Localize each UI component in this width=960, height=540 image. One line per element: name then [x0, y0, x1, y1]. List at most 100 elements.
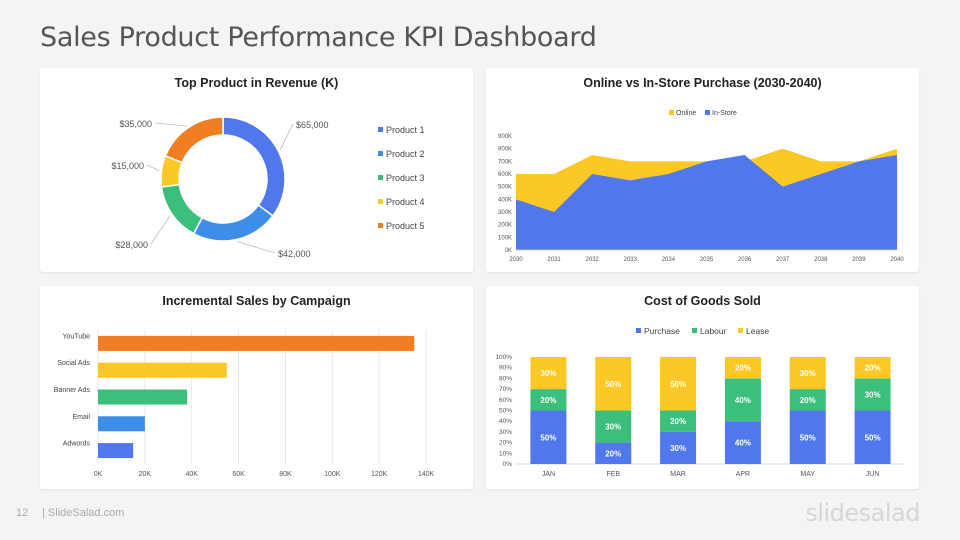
x-tick-label: 2040: [890, 257, 904, 263]
x-tick-label: 120K: [371, 471, 388, 478]
donut-chart-title: Top Product in Revenue (K): [174, 76, 339, 90]
x-tick-label: 140K: [418, 471, 435, 478]
y-tick-label: 100K: [498, 235, 512, 241]
legend-swatch: [378, 199, 383, 204]
legend-swatch: [692, 328, 697, 333]
legend-label: Purchase: [644, 326, 680, 336]
x-tick-label: 2036: [738, 257, 752, 263]
x-tick-label: 2034: [662, 257, 676, 263]
y-tick-label: 300K: [498, 210, 512, 216]
legend-label: Online: [676, 110, 696, 117]
legend-label: Product 5: [386, 221, 425, 231]
donut-slice: [164, 116, 224, 164]
segment-data-label: 20%: [735, 364, 751, 373]
stacked-bar-segment: [530, 357, 567, 390]
donut-data-label: $28,000: [115, 240, 148, 250]
donut-data-label: $42,000: [278, 249, 311, 259]
legend-swatch: [738, 328, 743, 333]
donut-data-label: $35,000: [119, 119, 152, 129]
legend-swatch: [378, 223, 383, 228]
y-tick-label: 80%: [499, 375, 512, 382]
donut-slice: [160, 183, 204, 235]
x-tick-label: 2030: [509, 257, 523, 263]
page-number: 12: [16, 507, 29, 519]
y-tick-label: 0K: [505, 248, 512, 254]
legend-swatch: [378, 175, 383, 180]
segment-data-label: 50%: [800, 433, 816, 442]
legend-swatch: [705, 110, 710, 115]
legend-label: Lease: [746, 326, 769, 336]
donut-chart: $65,000 Product 1 $42,000 Product 2 $28,000 P…: [111, 116, 425, 259]
x-tick-label: 20K: [139, 471, 152, 478]
hbar-chart: 0K 20K 40K 60K 80K 100K 120K 140K YouTube Social …: [54, 330, 435, 478]
segment-data-label: 30%: [540, 369, 556, 378]
y-tick-label: 60%: [499, 397, 512, 404]
legend-label: Labour: [700, 326, 727, 336]
category-label: Email: [72, 414, 90, 421]
segment-data-label: 20%: [670, 417, 686, 426]
legend-swatch: [378, 127, 383, 132]
x-tick-label: 2037: [776, 257, 790, 263]
x-tick-label: MAR: [670, 471, 686, 478]
donut-slice: [192, 204, 274, 242]
y-tick-label: 900K: [498, 134, 512, 140]
stacked-chart-title: Cost of Goods Sold: [644, 294, 761, 308]
incremental-sales-card: Incremental Sales by Campaign 0K 20K 40K 60…: [40, 286, 473, 489]
online-instore-card: Online vs In-Store Purchase (2030-2040) …: [486, 68, 919, 272]
top-product-card: Top Product in Revenue (K) $65,000 Produc…: [40, 68, 473, 272]
area-series-instore: [516, 155, 897, 250]
legend-label: Product 4: [386, 197, 425, 207]
y-tick-label: 70%: [499, 386, 512, 393]
segment-data-label: 30%: [800, 369, 816, 378]
x-tick-label: 2033: [624, 257, 638, 263]
legend-label: In-Store: [712, 110, 737, 117]
stacked-bar-segment: [660, 431, 697, 464]
segment-data-label: 40%: [735, 396, 751, 405]
y-tick-label: 200K: [498, 223, 512, 229]
donut-slice: [222, 116, 286, 217]
y-tick-label: 0%: [503, 461, 513, 468]
y-tick-label: 800K: [498, 147, 512, 153]
x-tick-label: JUN: [866, 471, 880, 478]
hbar: [98, 335, 415, 351]
area-chart: 0K 100K 200K 300K 400K 500K 600K 700K 800K 900K 20…: [498, 110, 904, 263]
category-label: Adwords: [63, 441, 91, 448]
stacked-bar-segment: [724, 357, 761, 379]
y-tick-label: 30%: [499, 429, 512, 436]
donut-leader-line: [279, 123, 294, 151]
y-tick-label: 20%: [499, 440, 512, 447]
stacked-bar-chart: 0% 10% 20% 30% 40% 50% 60% 70% 80% 90% 100% 50% 20% 3…: [495, 326, 905, 478]
stacked-bar-segment: [530, 389, 567, 411]
stacked-bar-segment: [595, 442, 632, 464]
stacked-bar-segment: [724, 378, 761, 422]
y-tick-label: 400K: [498, 197, 512, 203]
donut-leader-line: [236, 241, 276, 254]
y-tick-label: 100%: [495, 354, 512, 361]
stacked-bar-segment: [789, 389, 826, 411]
hbar-chart-title: Incremental Sales by Campaign: [162, 294, 351, 308]
y-tick-label: 50%: [499, 408, 512, 415]
hbar: [98, 362, 227, 378]
segment-data-label: 30%: [670, 444, 686, 453]
y-tick-label: 700K: [498, 159, 512, 165]
y-tick-label: 90%: [499, 365, 512, 372]
stacked-bar-segment: [595, 357, 632, 411]
x-tick-label: 100K: [324, 471, 341, 478]
x-tick-label: JAN: [542, 471, 555, 478]
segment-data-label: 30%: [605, 423, 621, 432]
segment-data-label: 20%: [540, 396, 556, 405]
x-tick-label: MAY: [800, 471, 815, 478]
stacked-bar-segment: [854, 357, 891, 379]
y-tick-label: 600K: [498, 172, 512, 178]
x-tick-label: 2038: [814, 257, 828, 263]
stacked-bar-segment: [854, 410, 891, 464]
stacked-bar-segment: [660, 357, 697, 411]
legend-label: Product 2: [386, 149, 425, 159]
y-tick-label: 10%: [499, 450, 512, 457]
y-tick-label: 40%: [499, 418, 512, 425]
donut-data-label: $15,000: [111, 161, 144, 171]
x-tick-label: 2032: [586, 257, 600, 263]
segment-data-label: 50%: [540, 433, 556, 442]
page-title: Sales Product Performance KPI Dashboard: [40, 22, 597, 53]
hbar: [98, 389, 188, 405]
